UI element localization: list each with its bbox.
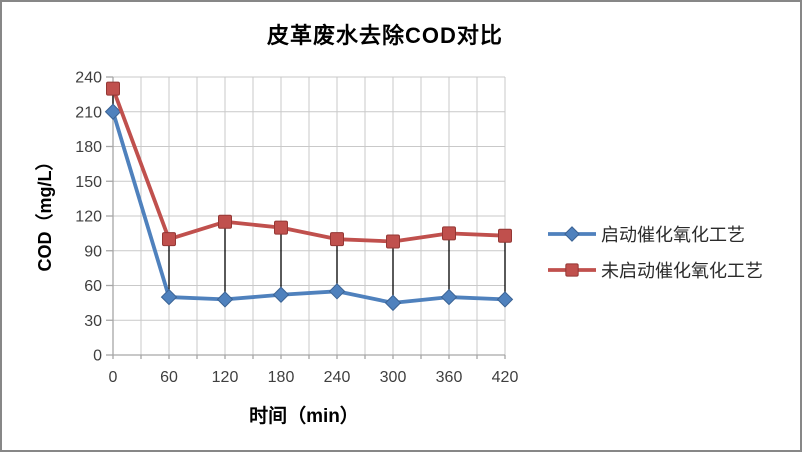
series-line bbox=[111, 109, 507, 305]
data-point-diamond bbox=[496, 291, 514, 308]
data-point-square bbox=[106, 81, 120, 96]
chart-title: 皮革废水去除COD对比 bbox=[267, 23, 503, 48]
data-point-square bbox=[330, 232, 344, 247]
data-point-square bbox=[274, 220, 288, 235]
series-line bbox=[111, 86, 507, 244]
y-tick-label: 180 bbox=[75, 139, 102, 156]
legend-label-series-2: 未启动催化氧化工艺 bbox=[601, 261, 763, 281]
data-point-square bbox=[565, 263, 579, 277]
y-tick-label: 150 bbox=[75, 174, 102, 191]
legend-marker-square-icon bbox=[548, 263, 596, 277]
legend-item-series-2: 未启动催化氧化工艺 bbox=[548, 252, 763, 288]
x-tick-label: 0 bbox=[109, 369, 118, 386]
data-point-square bbox=[162, 232, 176, 247]
y-tick-label: 30 bbox=[84, 313, 102, 330]
x-tick-label: 360 bbox=[436, 369, 463, 386]
legend: 启动催化氧化工艺 未启动催化氧化工艺 bbox=[548, 216, 763, 288]
x-tick-label: 180 bbox=[268, 369, 295, 386]
x-tick-label: 420 bbox=[492, 369, 519, 386]
x-tick-label: 300 bbox=[380, 369, 407, 386]
x-tick-label: 120 bbox=[212, 369, 239, 386]
data-point-square bbox=[218, 214, 232, 229]
legend-marker-diamond-icon bbox=[548, 226, 596, 242]
data-point-diamond bbox=[440, 288, 458, 306]
y-tick-label: 60 bbox=[84, 278, 102, 295]
legend-label-series-1: 启动催化氧化工艺 bbox=[601, 225, 745, 245]
data-point-diamond bbox=[216, 291, 234, 308]
y-tick-label: 90 bbox=[84, 243, 102, 260]
data-point-square bbox=[386, 234, 400, 249]
x-axis-title: 时间（min） bbox=[249, 406, 359, 427]
x-tick-label: 240 bbox=[324, 369, 351, 386]
y-tick-label: 210 bbox=[75, 104, 102, 121]
data-point-diamond bbox=[160, 288, 178, 306]
data-point-diamond bbox=[564, 226, 580, 242]
y-tick-label: 0 bbox=[93, 348, 102, 365]
legend-item-series-1: 启动催化氧化工艺 bbox=[548, 216, 763, 252]
data-point-diamond bbox=[384, 294, 402, 312]
data-point-diamond bbox=[272, 286, 290, 303]
y-tick-label: 240 bbox=[75, 70, 102, 87]
data-point-diamond bbox=[328, 283, 346, 300]
data-point-square bbox=[442, 226, 456, 241]
x-tick-label: 60 bbox=[160, 369, 178, 386]
data-point-square bbox=[498, 228, 512, 243]
y-tick-label: 120 bbox=[75, 209, 102, 226]
